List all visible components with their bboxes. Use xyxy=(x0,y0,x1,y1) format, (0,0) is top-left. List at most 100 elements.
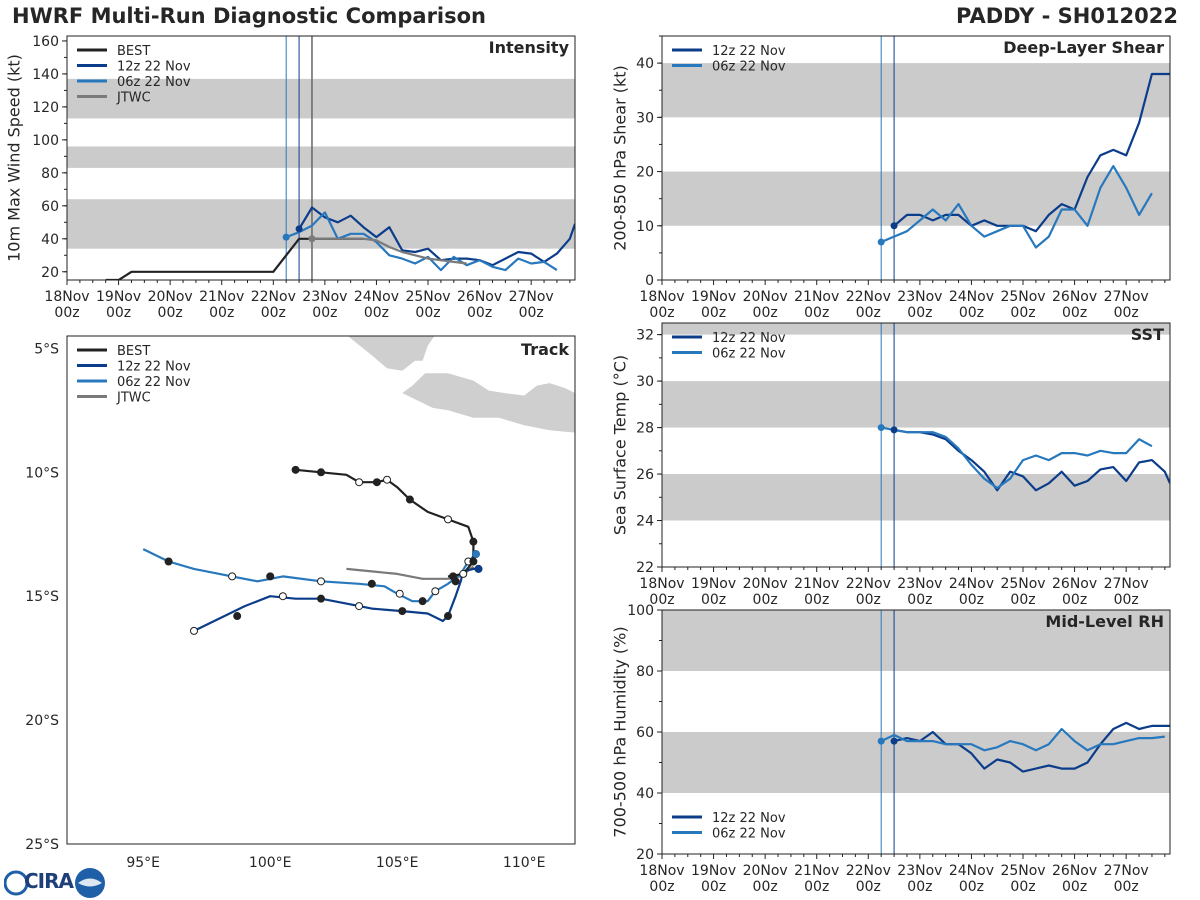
legend-label: 12z 22 Nov xyxy=(117,60,191,75)
x-tick-label: 00z xyxy=(804,305,829,321)
y-tick-label: 100 xyxy=(627,603,654,619)
track-marker-best xyxy=(317,468,325,477)
y-tick-label: 30 xyxy=(636,374,654,390)
cira-logo-icon xyxy=(4,868,105,898)
panel-title: Track xyxy=(521,340,569,359)
x-tick-label: 00z xyxy=(1010,305,1035,321)
x-tick-label: 00z xyxy=(959,305,984,321)
legend-label: 12z 22 Nov xyxy=(712,331,786,346)
legend-label: JTWC xyxy=(116,91,151,106)
x-tick-label: 24Nov xyxy=(949,863,994,879)
track-marker-run12z xyxy=(190,626,198,635)
init-marker-run12z xyxy=(890,426,898,434)
lat-tick-label: 25°S xyxy=(25,837,59,853)
shaded-band xyxy=(662,171,1170,226)
track-marker-run06z xyxy=(164,557,173,566)
track-marker-best xyxy=(469,557,478,566)
y-tick-label: 80 xyxy=(41,166,59,182)
x-tick-label: 18Nov xyxy=(44,289,89,305)
x-tick-label: 22Nov xyxy=(251,289,296,305)
track-marker-run12z xyxy=(317,594,325,603)
legend-label: JTWC xyxy=(116,391,151,406)
y-tick-label: 160 xyxy=(32,34,59,50)
x-tick-label: 22Nov xyxy=(846,863,891,879)
x-tick-label: 22Nov xyxy=(846,289,891,305)
init-marker-jtwc xyxy=(308,235,316,243)
x-tick-label: 18Nov xyxy=(639,576,684,592)
y-axis-label: Sea Surface Temp (°C) xyxy=(611,355,630,535)
y-tick-label: 10 xyxy=(636,219,654,235)
x-tick-label: 00z xyxy=(907,305,932,321)
series-group xyxy=(105,206,575,280)
y-tick-label: 30 xyxy=(636,110,654,126)
x-tick-label: 19Nov xyxy=(691,289,736,305)
panel-title: Mid-Level RH xyxy=(1045,612,1164,631)
x-tick-label: 24Nov xyxy=(949,576,994,592)
x-tick-label: 27Nov xyxy=(1104,289,1149,305)
init-marker-run12z xyxy=(295,225,303,233)
y-tick-label: 60 xyxy=(41,199,59,215)
y-tick-label: 0 xyxy=(645,273,654,289)
x-tick-label: 00z xyxy=(701,305,726,321)
x-tick-label: 00z xyxy=(1062,305,1087,321)
x-tick-label: 00z xyxy=(1010,879,1035,895)
axes-frame xyxy=(66,335,576,845)
y-tick-label: 32 xyxy=(636,328,654,344)
y-tick-label: 60 xyxy=(636,725,654,741)
series-line-run06z xyxy=(881,426,1153,490)
lon-tick-label: 110°E xyxy=(503,855,546,871)
x-tick-label: 20Nov xyxy=(743,289,788,305)
figure-title: HWRF Multi-Run Diagnostic Comparison xyxy=(12,4,487,28)
x-tick-label: 00z xyxy=(907,592,932,608)
track-marker-run06z xyxy=(367,579,376,588)
lat-tick-label: 5°S xyxy=(34,341,59,357)
land-java xyxy=(402,373,575,433)
legend-label: 12z 22 Nov xyxy=(712,44,786,59)
x-tick-label: 00z xyxy=(261,305,286,321)
y-tick-label: 40 xyxy=(41,232,59,248)
storm-title: PADDY - SH012022 xyxy=(956,4,1178,28)
y-tick-label: 20 xyxy=(41,265,59,281)
x-tick-label: 22Nov xyxy=(846,576,891,592)
shaded-band xyxy=(662,381,1170,428)
x-tick-label: 00z xyxy=(106,305,131,321)
y-tick-label: 28 xyxy=(636,421,654,437)
track-marker-best xyxy=(405,495,414,504)
chart-track: 95°E 100°E 105°E 110°E 5°S 10°S 15°S 20°S 25°S Tr… xyxy=(25,335,576,871)
chart-shear: 01020304018Nov00z19Nov00z20Nov00z21Nov00… xyxy=(611,35,1171,321)
track-marker-run06z xyxy=(317,577,325,586)
track-marker-best xyxy=(355,478,364,487)
x-tick-label: 20Nov xyxy=(743,863,788,879)
axes-frame xyxy=(66,35,576,281)
x-tick-label: 00z xyxy=(467,305,492,321)
x-tick-label: 27Nov xyxy=(509,289,554,305)
legend-label: 06z 22 Nov xyxy=(117,75,191,90)
shaded-band xyxy=(662,610,1170,671)
axes-frame xyxy=(661,35,1171,281)
track-marker-run06z xyxy=(431,587,440,596)
y-tick-label: 26 xyxy=(636,467,654,483)
axes-frame xyxy=(661,322,1171,568)
legend-label: 06z 22 Nov xyxy=(712,827,786,842)
series-group xyxy=(877,424,1170,492)
chart-sst: 22242628303218Nov00z19Nov00z20Nov00z21No… xyxy=(611,322,1171,608)
chart-intensity: 2040608010012014016018Nov00z19Nov00z20No… xyxy=(5,34,576,321)
series-line-run06z xyxy=(285,211,558,272)
shaded-band xyxy=(67,199,575,249)
x-tick-label: 00z xyxy=(1114,305,1139,321)
y-tick-label: 20 xyxy=(636,165,654,181)
x-tick-label: 23Nov xyxy=(897,289,942,305)
panel-title: SST xyxy=(1131,325,1164,344)
x-tick-label: 23Nov xyxy=(897,576,942,592)
x-tick-label: 26Nov xyxy=(1052,576,1097,592)
lon-tick-label: 100°E xyxy=(249,855,292,871)
legend-label: 06z 22 Nov xyxy=(712,60,786,75)
y-tick-label: 40 xyxy=(636,56,654,72)
init-marker-run06z xyxy=(877,238,885,246)
init-marker-run12z xyxy=(890,222,898,230)
logo-text: CIRA xyxy=(24,869,74,893)
y-tick-label: 40 xyxy=(636,786,654,802)
x-tick-label: 00z xyxy=(158,305,183,321)
x-tick-label: 00z xyxy=(649,305,674,321)
